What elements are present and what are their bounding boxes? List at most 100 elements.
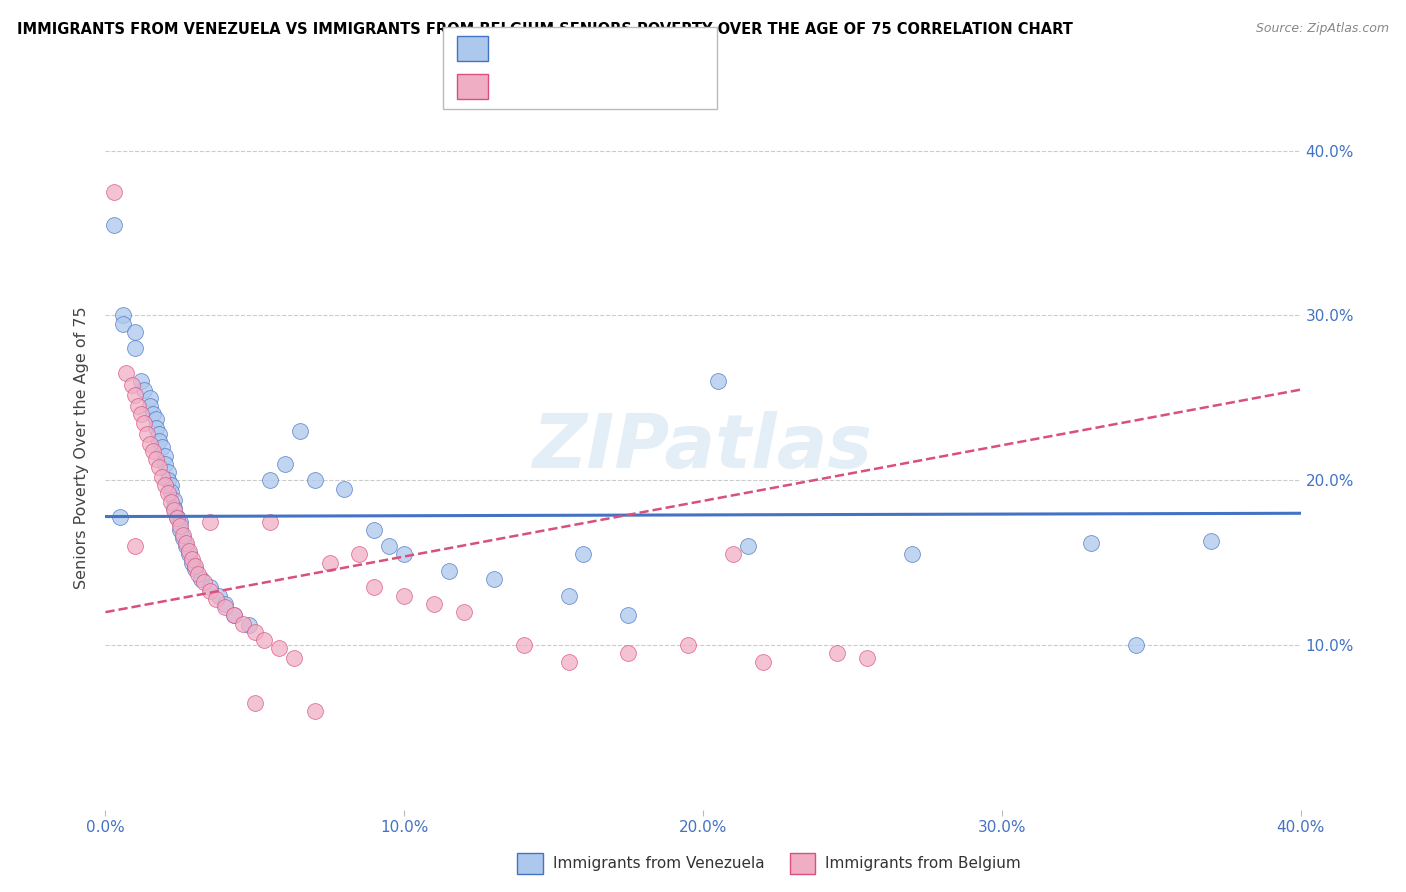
Point: [304, 704, 326, 718]
Point: [163, 501, 186, 516]
Point: [363, 523, 385, 537]
Point: [155, 457, 177, 471]
Point: [349, 548, 371, 562]
Point: [166, 511, 188, 525]
Point: [139, 437, 162, 451]
Point: [437, 564, 460, 578]
Point: [155, 478, 177, 492]
Point: [572, 548, 595, 562]
Point: [145, 451, 167, 466]
Point: [148, 460, 170, 475]
Point: [124, 387, 146, 401]
Point: [142, 408, 165, 422]
Point: [160, 478, 183, 492]
Point: [129, 408, 153, 422]
Point: [172, 527, 194, 541]
Point: [193, 575, 215, 590]
Point: [139, 399, 162, 413]
Point: [157, 465, 180, 479]
Point: [304, 473, 326, 487]
Point: [214, 600, 236, 615]
Point: [318, 556, 340, 570]
Point: [124, 342, 146, 356]
Point: [198, 515, 221, 529]
Point: [283, 651, 305, 665]
Point: [127, 399, 149, 413]
Point: [214, 597, 236, 611]
Point: [160, 484, 183, 499]
Point: [617, 646, 640, 660]
Point: [1080, 536, 1102, 550]
Point: [827, 646, 849, 660]
Point: [208, 589, 231, 603]
Point: [557, 589, 579, 603]
Point: [363, 581, 385, 595]
Point: [423, 597, 446, 611]
Point: [134, 383, 156, 397]
Point: [856, 651, 879, 665]
Text: R =   0.123   N = 54: R = 0.123 N = 54: [498, 79, 659, 95]
Point: [163, 503, 186, 517]
Point: [721, 548, 744, 562]
Point: [482, 572, 505, 586]
Point: [394, 589, 416, 603]
Point: [139, 391, 162, 405]
Point: [155, 449, 177, 463]
Point: [157, 486, 180, 500]
Point: [169, 523, 191, 537]
Point: [184, 562, 207, 576]
Point: [124, 325, 146, 339]
Text: IMMIGRANTS FROM VENEZUELA VS IMMIGRANTS FROM BELGIUM SENIORS POVERTY OVER THE AG: IMMIGRANTS FROM VENEZUELA VS IMMIGRANTS …: [17, 22, 1073, 37]
Point: [169, 515, 191, 529]
Point: [163, 493, 186, 508]
Point: [145, 420, 167, 434]
Point: [243, 696, 266, 710]
Point: [513, 638, 536, 652]
Text: Source: ZipAtlas.com: Source: ZipAtlas.com: [1256, 22, 1389, 36]
Point: [110, 509, 132, 524]
Point: [136, 427, 159, 442]
Point: [288, 424, 311, 438]
Point: [121, 377, 143, 392]
Point: [174, 539, 197, 553]
Point: [198, 581, 221, 595]
Point: [177, 548, 201, 562]
Point: [150, 440, 173, 454]
Point: [187, 567, 209, 582]
Point: [737, 539, 759, 553]
Point: [134, 416, 156, 430]
Point: [169, 519, 191, 533]
Point: [259, 515, 281, 529]
Point: [181, 552, 204, 566]
Point: [901, 548, 924, 562]
Point: [150, 470, 173, 484]
Y-axis label: Seniors Poverty Over the Age of 75: Seniors Poverty Over the Age of 75: [75, 306, 90, 589]
Text: R = -0.008   N = 57: R = -0.008 N = 57: [498, 41, 655, 56]
Point: [333, 482, 356, 496]
Point: [160, 494, 183, 508]
Point: [112, 317, 135, 331]
Point: [676, 638, 699, 652]
Point: [222, 608, 245, 623]
Point: [751, 655, 773, 669]
Point: [617, 608, 640, 623]
Point: [124, 539, 146, 553]
Point: [1125, 638, 1147, 652]
Point: [238, 618, 260, 632]
Point: [243, 624, 266, 639]
Point: [145, 412, 167, 426]
Point: [142, 443, 165, 458]
Point: [253, 633, 276, 648]
Point: [174, 536, 197, 550]
Point: [190, 572, 212, 586]
Point: [157, 473, 180, 487]
Point: [172, 531, 194, 545]
Point: [184, 559, 207, 574]
Text: Immigrants from Belgium: Immigrants from Belgium: [825, 856, 1021, 871]
Point: [273, 457, 295, 471]
Point: [394, 548, 416, 562]
Point: [222, 608, 245, 623]
Point: [148, 434, 170, 448]
Point: [103, 218, 125, 232]
Point: [198, 583, 221, 598]
